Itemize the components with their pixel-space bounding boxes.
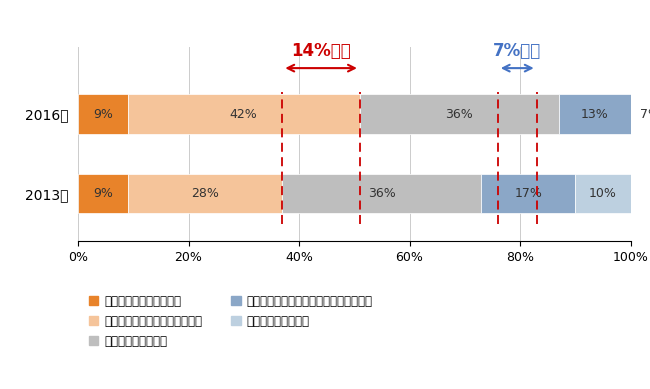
Text: 9%: 9% [93, 108, 113, 121]
Bar [78, 94, 127, 134]
Text: 36%: 36% [445, 108, 473, 121]
Bar [575, 174, 630, 214]
Bar [282, 174, 481, 214]
Legend: 強く楽しんでいると思う, どちらかといえば楽しんでいる, どちらともいえない, どちらかといえば楽しんでいないと思う, 全く楽しんでいない: 強く楽しんでいると思う, どちらかといえば楽しんでいる, どちらともいえない, … [84, 290, 378, 352]
Text: 13%: 13% [580, 108, 608, 121]
Text: 42%: 42% [230, 108, 257, 121]
Text: 36%: 36% [368, 187, 396, 200]
Text: 17%: 17% [514, 187, 542, 200]
Bar [127, 174, 282, 214]
Text: 7%低下: 7%低下 [493, 42, 541, 60]
Bar [127, 94, 360, 134]
Bar [360, 94, 559, 134]
Text: 10%: 10% [589, 187, 617, 200]
Bar [558, 94, 630, 134]
Bar [78, 174, 127, 214]
Bar [630, 94, 650, 134]
Text: 7%: 7% [640, 108, 650, 121]
Text: 9%: 9% [93, 187, 113, 200]
Text: 14%向上: 14%向上 [291, 42, 351, 60]
Bar [481, 174, 575, 214]
Text: 28%: 28% [191, 187, 219, 200]
